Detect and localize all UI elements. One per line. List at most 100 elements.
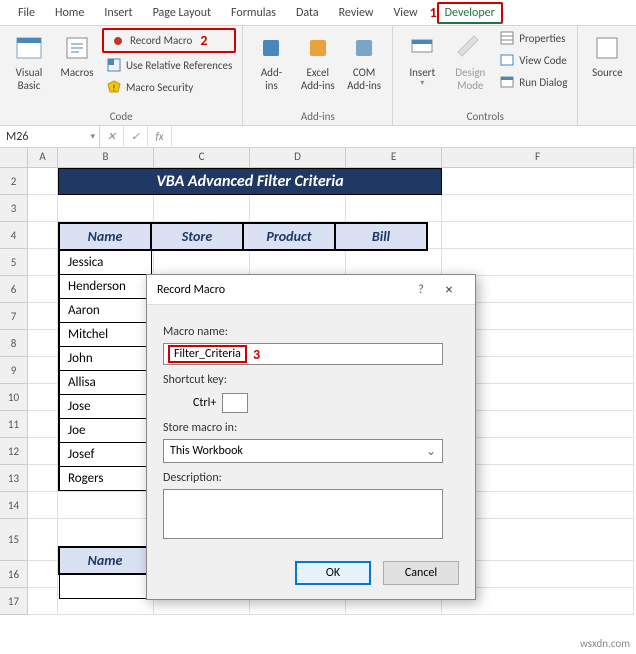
row-6[interactable]: 6 [0,276,28,303]
excel-addins-icon [302,32,334,64]
com-addins-button[interactable]: COM Add-ins [342,28,386,96]
row-9[interactable]: 9 [0,357,28,384]
cancel-formula-icon[interactable]: ✕ [100,126,124,148]
controls-items: Insert ▾ Design Mode Properties View Cod… [399,28,571,96]
record-macro-icon [110,33,126,49]
tab-review[interactable]: Review [329,2,384,24]
macro-security-icon: ! [106,79,122,95]
properties-button[interactable]: Properties [495,28,571,48]
row-15[interactable]: 15 [0,519,28,561]
row-16[interactable]: 16 [0,561,28,588]
row-13[interactable]: 13 [0,465,28,492]
addins-items: Add- ins Excel Add-ins COM Add-ins [249,28,386,96]
code-group-label: Code [6,110,236,125]
row-17[interactable]: 17 [0,588,28,615]
name-cell[interactable]: Rogers [59,467,151,491]
row-4[interactable]: 4 [0,222,28,249]
hdr-product: Product [243,223,335,250]
excel-addins-button[interactable]: Excel Add-ins [296,28,340,96]
marker-2: 2 [200,32,207,49]
ok-button[interactable]: OK [295,561,371,585]
name-cell[interactable]: Aaron [59,299,151,323]
use-relative-label: Use Relative References [126,59,232,72]
source-icon [591,32,623,64]
col-c[interactable]: C [154,148,250,168]
tab-data[interactable]: Data [286,2,329,24]
shortcut-input[interactable] [222,393,248,413]
view-code-button[interactable]: View Code [495,50,571,70]
col-a[interactable]: A [28,148,58,168]
macros-button[interactable]: Macros [54,28,100,83]
tab-view[interactable]: View [384,2,428,24]
macro-security-button[interactable]: ! Macro Security [102,77,236,97]
cancel-button[interactable]: Cancel [383,561,459,585]
name-cell[interactable]: Josef [59,443,151,467]
tab-home[interactable]: Home [45,2,94,24]
visual-basic-button[interactable]: Visual Basic [6,28,52,96]
dialog-help-button[interactable]: ? [409,283,433,297]
group-xml: Source [578,26,636,125]
macro-name-input[interactable]: Filter_Criteria 3 [163,343,443,365]
record-macro-dialog: Record Macro ? × Macro name: Filter_Crit… [146,274,476,600]
watermark: wsxdn.com [580,637,630,650]
name-cell[interactable]: Mitchel [59,323,151,347]
fx-icon[interactable]: fx [148,126,172,148]
tab-formulas[interactable]: Formulas [221,2,286,24]
store-select[interactable]: This Workbook ⌄ [163,439,443,463]
use-relative-button[interactable]: Use Relative References [102,55,236,75]
properties-label: Properties [519,32,565,45]
row-12[interactable]: 12 [0,438,28,465]
tab-developer[interactable]: Developer [437,2,503,24]
source-button[interactable]: Source [584,28,630,83]
addins-button[interactable]: Add- ins [249,28,293,96]
description-input[interactable] [163,489,443,539]
insert-control-button[interactable]: Insert ▾ [399,28,445,93]
controls-group-label: Controls [399,110,571,125]
description-label: Description: [163,471,459,485]
excel-addins-label: Excel Add-ins [301,66,335,92]
row-3[interactable]: 3 [0,195,28,222]
shortcut-label: Shortcut key: [163,373,459,387]
store-label: Store macro in: [163,421,459,435]
design-mode-button[interactable]: Design Mode [447,28,493,96]
name-box[interactable]: M26 [0,126,100,147]
crit-hdr-name: Name [59,547,151,574]
name-cell[interactable]: Jessica [59,250,151,275]
row-headers: 234567891011121314151617 [0,168,28,615]
col-e[interactable]: E [346,148,442,168]
dialog-buttons: OK Cancel [147,551,475,599]
row-10[interactable]: 10 [0,384,28,411]
name-cell[interactable]: Allisa [59,371,151,395]
name-cell[interactable]: John [59,347,151,371]
name-cell[interactable]: Jose [59,395,151,419]
addins-group-label: Add-ins [249,110,386,125]
row-7[interactable]: 7 [0,303,28,330]
ribbon-body: Visual Basic Macros Record Macro 2 Use R… [0,26,636,126]
formula-bar: M26 ✕ ✓ fx [0,126,636,148]
marker-3: 3 [253,346,260,363]
crit-name[interactable] [59,574,151,599]
row-2[interactable]: 2 [0,168,28,195]
name-cell[interactable]: Henderson [59,275,151,299]
tab-file[interactable]: File [8,2,45,24]
dialog-close-button[interactable]: × [433,281,465,298]
col-f[interactable]: F [442,148,634,168]
run-dialog-button[interactable]: Run Dialog [495,72,571,92]
confirm-formula-icon[interactable]: ✓ [124,126,148,148]
dialog-body: Macro name: Filter_Criteria 3 Shortcut k… [147,305,475,551]
dialog-titlebar[interactable]: Record Macro ? × [147,275,475,305]
name-cell[interactable]: Joe [59,419,151,443]
row-14[interactable]: 14 [0,492,28,519]
shortcut-prefix: Ctrl+ [193,396,216,410]
row-5[interactable]: 5 [0,249,28,276]
use-relative-icon [106,57,122,73]
record-macro-button[interactable]: Record Macro 2 [102,28,236,53]
tab-insert[interactable]: Insert [94,2,142,24]
col-d[interactable]: D [250,148,346,168]
tab-page-layout[interactable]: Page Layout [143,2,221,24]
row-11[interactable]: 11 [0,411,28,438]
row-8[interactable]: 8 [0,330,28,357]
col-b[interactable]: B [58,148,154,168]
select-all-corner[interactable] [0,148,28,168]
chevron-down-icon: ⌄ [426,444,436,459]
